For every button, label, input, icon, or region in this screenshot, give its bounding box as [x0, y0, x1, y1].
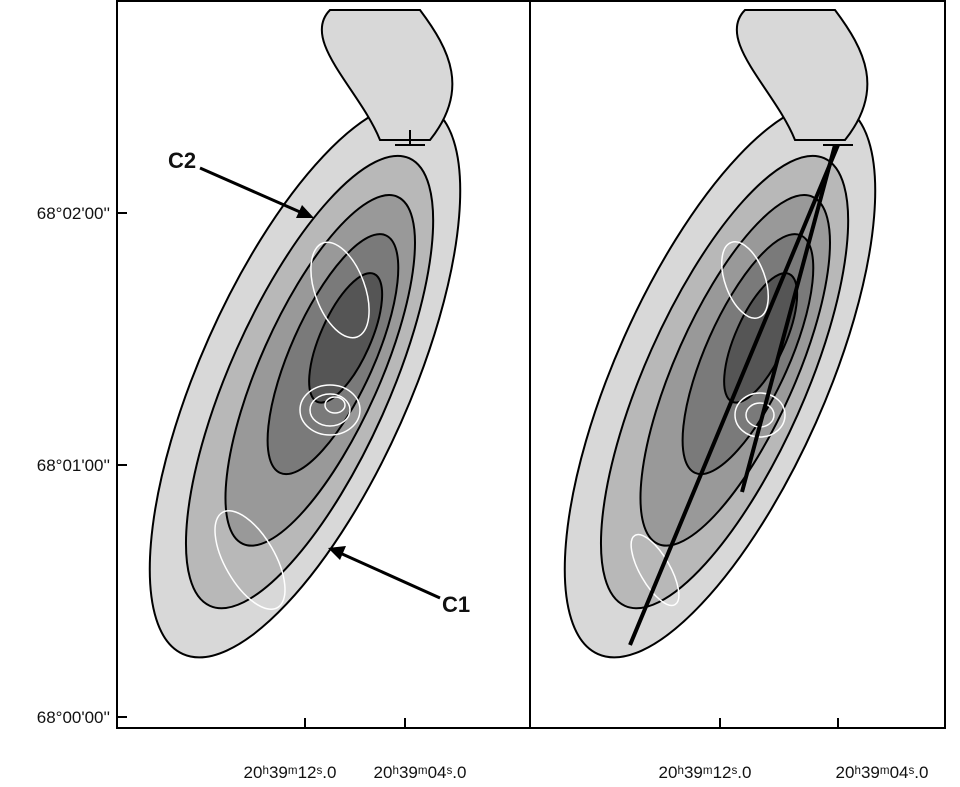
x-tick-label: 20ʰ39ᵐ12ˢ.0 — [659, 763, 752, 782]
arrow — [339, 551, 441, 600]
x-tick-label: 20ʰ39ᵐ04ˢ.0 — [836, 763, 929, 782]
y-tick-label: 68°01'00'' — [37, 456, 110, 475]
frame — [529, 0, 946, 729]
white-contours — [214, 241, 370, 610]
contour-map — [532, 9, 939, 698]
arrow — [199, 166, 301, 214]
y-tick-label: 68°00'00'' — [37, 708, 110, 727]
x-tick-label: 20ʰ39ᵐ12ˢ.0 — [244, 763, 337, 782]
left-panel — [117, 9, 524, 698]
annotation: C2 — [168, 148, 196, 173]
y-tick-label: 68°02'00'' — [37, 204, 110, 223]
axis-line — [628, 144, 840, 646]
axis-line — [740, 144, 837, 493]
arrow-head — [296, 205, 314, 218]
x-tick-label: 20ʰ39ᵐ04ˢ.0 — [374, 763, 467, 782]
right-panel — [532, 9, 939, 698]
annotation: C1 — [442, 592, 470, 617]
ticks — [117, 212, 839, 728]
arrow-head — [328, 546, 346, 560]
